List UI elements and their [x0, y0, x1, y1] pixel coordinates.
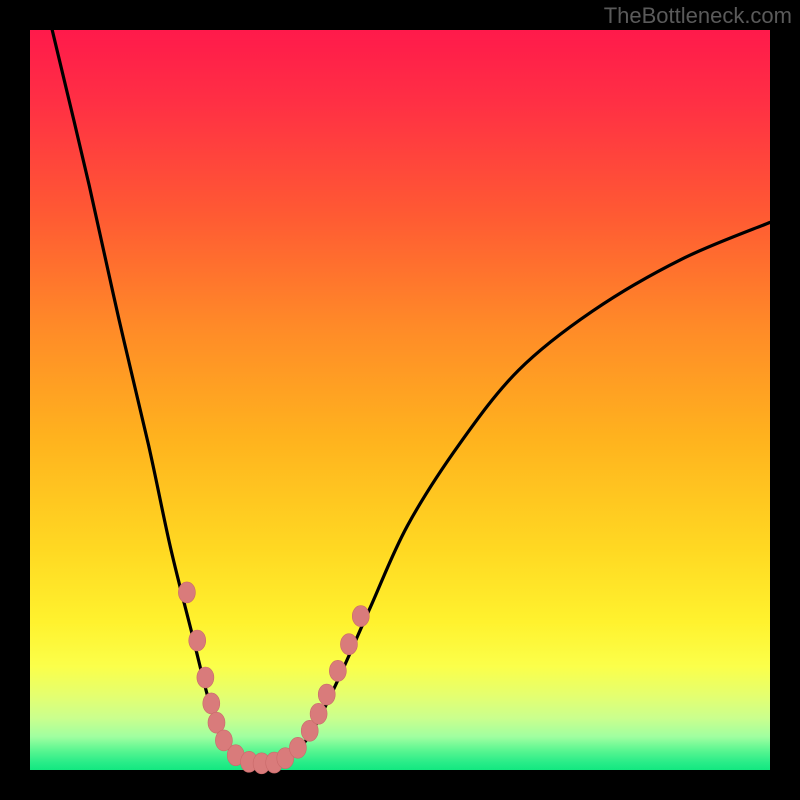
- curve-marker: [352, 606, 369, 627]
- curve-marker: [197, 667, 214, 688]
- watermark-text: TheBottleneck.com: [604, 3, 792, 29]
- curve-marker: [289, 737, 306, 758]
- bottleneck-v-chart: [0, 0, 800, 800]
- curve-marker: [189, 630, 206, 651]
- chart-container: TheBottleneck.com: [0, 0, 800, 800]
- curve-marker: [340, 634, 357, 655]
- curve-marker: [318, 684, 335, 705]
- curve-marker: [203, 693, 220, 714]
- curve-marker: [178, 582, 195, 603]
- plot-background: [30, 30, 770, 770]
- curve-marker: [310, 703, 327, 724]
- curve-marker: [329, 660, 346, 681]
